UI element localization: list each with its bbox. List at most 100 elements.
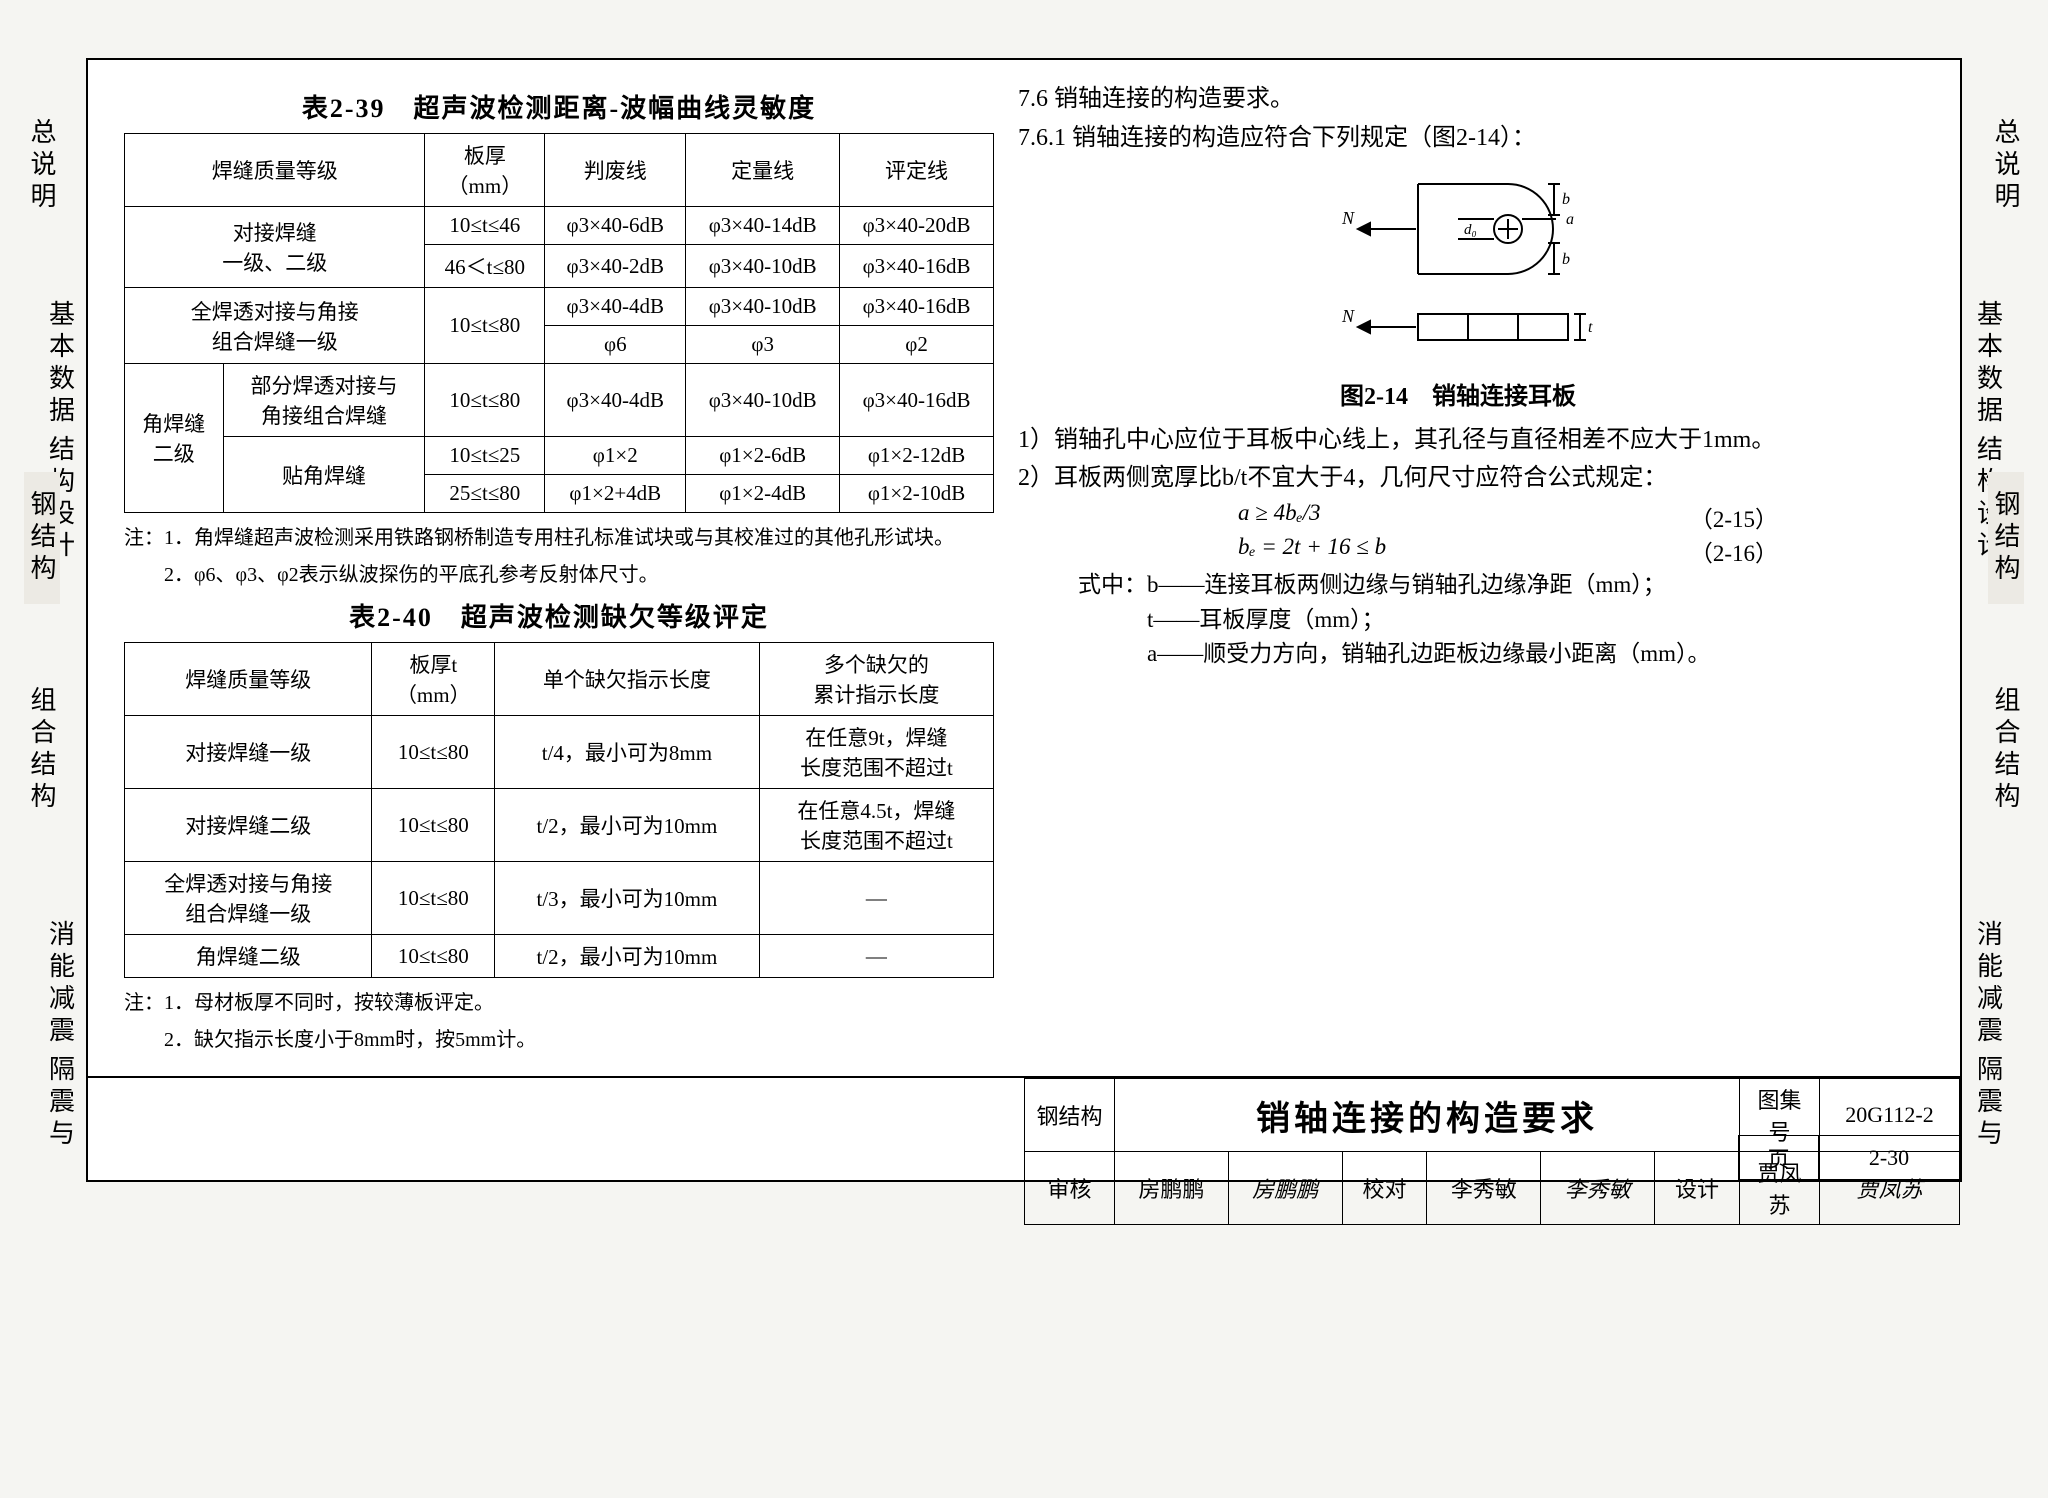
t240-c: 对接焊缝二级 <box>125 789 372 862</box>
tb-review-sig: 房鹏鹏 <box>1228 1152 1342 1225</box>
t240-c: t/3，最小可为10mm <box>495 862 760 935</box>
table-239: 焊缝质量等级 板厚 （mm） 判废线 定量线 评定线 对接焊缝 一级、二级 10… <box>124 133 994 513</box>
defn-b: 式中：b——连接耳板两侧边缘与销轴孔边缘净距（mm）； <box>1078 568 1898 603</box>
t240-c: — <box>759 862 993 935</box>
t239-c: 角焊缝 二级 <box>125 364 224 513</box>
fig-label-N1: N <box>1341 208 1355 228</box>
t240-c: 角焊缝二级 <box>125 935 372 978</box>
t239-c: φ3×40-16dB <box>840 364 994 437</box>
t239-c: φ1×2+4dB <box>545 475 686 513</box>
side-tab-struct-l-a: 基本数据 <box>42 300 79 428</box>
t239-c: φ1×2-6dB <box>686 437 840 475</box>
t240-c: t/2，最小可为10mm <box>495 935 760 978</box>
tb-design-label: 设计 <box>1654 1152 1739 1225</box>
t239-c: φ3×40-2dB <box>545 245 686 288</box>
t240-c: 10≤t≤80 <box>372 935 495 978</box>
list-item-2: 2）耳板两侧宽厚比b/t不宜大于4，几何尺寸应符合公式规定： <box>1062 461 1898 496</box>
t239-h2: 板厚 （mm） <box>425 134 545 207</box>
t240-c: 全焊透对接与角接 组合焊缝一级 <box>125 862 372 935</box>
t239-c: φ3×40-16dB <box>840 245 994 288</box>
side-tab-seismic-l-b: 隔震与 <box>42 1055 79 1151</box>
t239-c: φ1×2-12dB <box>840 437 994 475</box>
t240-note1: 注：1．母材板厚不同时，按较薄板评定。 <box>150 986 994 1015</box>
left-column: 表2-39 超声波检测距离-波幅曲线灵敏度 焊缝质量等级 板厚 （mm） 判废线… <box>124 78 994 1054</box>
t239-c: φ3×40-14dB <box>686 207 840 245</box>
pin-lug-diagram-icon: N N b b a d₀ t <box>1298 164 1618 364</box>
t239-c: φ1×2 <box>545 437 686 475</box>
t239-c: φ3×40-16dB <box>840 288 994 326</box>
t240-c: t/4，最小可为8mm <box>495 716 760 789</box>
side-tab-overview-l: 总说明 <box>24 100 60 232</box>
t240-c: 在任意4.5t，焊缝 长度范围不超过t <box>759 789 993 862</box>
side-tab-seismic-l-a: 消能减震 <box>42 920 79 1048</box>
t239-h5: 评定线 <box>840 134 994 207</box>
t239-c: φ3×40-10dB <box>686 245 840 288</box>
t239-c: φ3×40-10dB <box>686 288 840 326</box>
para-7-6: 7.6 销轴连接的构造要求。 <box>1018 82 1898 117</box>
t239-c: 10≤t≤80 <box>425 364 545 437</box>
t239-c: φ6 <box>545 326 686 364</box>
tb-review-name: 房鹏鹏 <box>1115 1152 1229 1225</box>
side-tab-composite-l: 组合结构 <box>24 668 60 832</box>
figure-2-14: N N b b a d₀ t <box>1298 164 1618 364</box>
t240-c: 10≤t≤80 <box>372 789 495 862</box>
t240-note2: 2．缺欠指示长度小于8mm时，按5mm计。 <box>150 1023 994 1052</box>
t239-c: 10≤t≤80 <box>425 288 545 364</box>
side-tab-seismic-r-b: 隔震与 <box>1970 1055 2007 1151</box>
side-tab-overview-r: 总说明 <box>1988 100 2024 232</box>
side-tab-struct-r-a: 基本数据 <box>1970 300 2007 428</box>
t239-c: 10≤t≤46 <box>425 207 545 245</box>
t240-c: 10≤t≤80 <box>372 716 495 789</box>
figure-2-14-caption: 图2-14 销轴连接耳板 <box>1018 376 1898 411</box>
table-239-title: 表2-39 超声波检测距离-波幅曲线灵敏度 <box>124 88 994 125</box>
fig-label-d0: d₀ <box>1464 222 1477 238</box>
fig-label-a: a <box>1566 211 1574 228</box>
t240-c: — <box>759 935 993 978</box>
defn-a: a——顺受力方向，销轴孔边距板边缘最小距离（mm）。 <box>1078 637 1898 672</box>
equation-2-16: bₑ = 2t + 16 ≤ b （2-16） <box>1238 534 1778 568</box>
side-tab-composite-r: 组合结构 <box>1988 668 2024 832</box>
t239-c: φ3×40-20dB <box>840 207 994 245</box>
t239-c: 全焊透对接与角接 组合焊缝一级 <box>125 288 425 364</box>
eq-2-15-body: a ≥ 4bₑ/3 <box>1238 500 1321 534</box>
t239-c: φ1×2-10dB <box>840 475 994 513</box>
t239-c: 46＜t≤80 <box>425 245 545 288</box>
t239-c: 10≤t≤25 <box>425 437 545 475</box>
tb-page-no: 2-30 <box>1819 1136 1960 1180</box>
t240-h1: 焊缝质量等级 <box>125 643 372 716</box>
t239-c: 25≤t≤80 <box>425 475 545 513</box>
t239-c: φ3×40-4dB <box>545 364 686 437</box>
t239-c: φ2 <box>840 326 994 364</box>
table-240: 焊缝质量等级 板厚t （mm） 单个缺欠指示长度 多个缺欠的 累计指示长度 对接… <box>124 642 994 978</box>
defn-t: t——耳板厚度（mm）； <box>1078 603 1898 638</box>
tb-category: 钢结构 <box>1025 1079 1115 1152</box>
eq-2-15-no: （2-15） <box>1690 500 1778 534</box>
tb-check-sig: 李秀敏 <box>1541 1152 1655 1225</box>
tb-check-label: 校对 <box>1342 1152 1427 1225</box>
t240-c: 对接焊缝一级 <box>125 716 372 789</box>
t239-note2: 2．φ6、φ3、φ2表示纵波探伤的平底孔参考反射体尺寸。 <box>150 558 994 587</box>
para-7-6-1: 7.6.1 销轴连接的构造应符合下列规定（图2-14）： <box>1018 121 1898 156</box>
t239-c: φ3 <box>686 326 840 364</box>
t239-c: φ3×40-4dB <box>545 288 686 326</box>
fig-label-b2: b <box>1562 251 1570 268</box>
side-tab-steel-r: 钢结构 <box>1988 472 2024 604</box>
t239-c: 部分焊透对接与 角接组合焊缝 <box>223 364 425 437</box>
drawing-frame: 表2-39 超声波检测距离-波幅曲线灵敏度 焊缝质量等级 板厚 （mm） 判废线… <box>86 58 1962 1078</box>
t240-c: 在任意9t，焊缝 长度范围不超过t <box>759 716 993 789</box>
t239-c: φ1×2-4dB <box>686 475 840 513</box>
t239-note1: 注：1．角焊缝超声波检测采用铁路钢桥制造专用柱孔标准试块或与其校准过的其他孔形试… <box>150 521 994 550</box>
t239-c: 对接焊缝 一级、二级 <box>125 207 425 288</box>
t239-h1: 焊缝质量等级 <box>125 134 425 207</box>
equation-2-15: a ≥ 4bₑ/3 （2-15） <box>1238 500 1778 534</box>
t239-c: 贴角焊缝 <box>223 437 425 513</box>
t240-h2: 板厚t （mm） <box>372 643 495 716</box>
fig-label-t: t <box>1588 319 1593 336</box>
fig-label-b1: b <box>1562 191 1570 208</box>
title-block-page: 页 2-30 <box>1738 1135 1960 1180</box>
tb-page-label: 页 <box>1739 1136 1819 1180</box>
side-tab-seismic-r: 消能减震 隔震与 <box>1952 902 2024 1176</box>
t240-c: 10≤t≤80 <box>372 862 495 935</box>
list-item-1: 1）销轴孔中心应位于耳板中心线上，其孔径与直径相差不应大于1mm。 <box>1062 423 1898 458</box>
t240-h3: 单个缺欠指示长度 <box>495 643 760 716</box>
